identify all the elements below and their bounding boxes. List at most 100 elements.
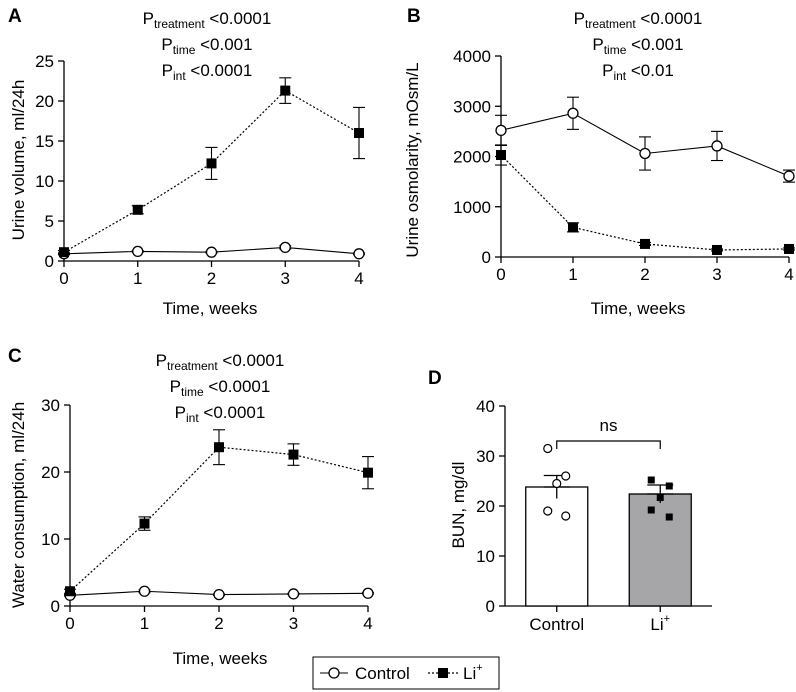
data-point-lithium-a <box>59 247 69 258</box>
stats-block-c: Ptreatment <0.0001 Ptime <0.0001 Pint <0… <box>156 351 285 425</box>
data-point-lithium-a <box>354 128 364 138</box>
panel-a: A Ptreatment <0.0001 Ptime <0.001 Pint <… <box>8 6 365 318</box>
y-tick-label-d: 20 <box>476 497 495 516</box>
data-point-lithium-a <box>132 204 143 215</box>
legend-lithium-marker <box>438 668 448 678</box>
x-tick-label-lithium: Li+ <box>650 613 670 634</box>
x-tick-label-c: 1 <box>140 614 149 633</box>
stat-treatment-b: Ptreatment <0.0001 <box>574 9 703 31</box>
stat-treatment-c: Ptreatment <0.0001 <box>156 351 285 373</box>
data-point-lithium-d <box>665 482 673 490</box>
data-point-lithium-c <box>139 518 150 529</box>
y-axis-label-d: BUN, mg/dl <box>449 462 468 549</box>
data-point-control-b <box>495 124 507 137</box>
bar-control <box>525 486 589 607</box>
data-point-control-b <box>639 147 651 160</box>
data-point-lithium-c <box>214 442 224 453</box>
data-point-control-d <box>561 471 571 481</box>
data-point-control-c <box>138 585 151 597</box>
y-tick-label-b: 3000 <box>453 97 491 116</box>
y-tick-label-b: 0 <box>482 248 491 267</box>
panel-label-c: C <box>8 346 22 367</box>
data-point-control-d <box>543 506 553 516</box>
data-point-lithium-c <box>288 449 299 460</box>
x-tick-label-a: 1 <box>133 269 142 288</box>
data-point-control-a <box>205 246 218 258</box>
x-tick-label-b: 0 <box>496 265 505 284</box>
y-tick-label-a: 15 <box>35 132 54 151</box>
significance-label: ns <box>600 416 618 435</box>
y-tick-label-a: 0 <box>45 252 54 271</box>
legend-control-label: Control <box>355 664 410 683</box>
x-tick-label-b: 2 <box>640 265 649 284</box>
x-tick-label-c: 0 <box>65 614 74 633</box>
legend-entry-control: Control <box>320 664 410 683</box>
data-point-control-b <box>567 107 579 119</box>
plot-area-a: 0 5 10 15 20 25 0 1 2 3 4 <box>35 52 365 288</box>
data-point-control-d <box>543 443 553 454</box>
data-point-control-d <box>552 478 562 489</box>
x-tick-label-b: 3 <box>712 265 721 284</box>
y-tick-label-a: 25 <box>35 52 54 71</box>
x-axis-label-a: Time, weeks <box>163 299 258 318</box>
stat-time-a: Ptime <0.001 <box>161 35 252 57</box>
stat-time-b: Ptime <0.001 <box>592 35 683 57</box>
panel-b: B Ptreatment <0.0001 Ptime <0.001 Pint <… <box>403 6 795 318</box>
panel-c: C Ptreatment <0.0001 Ptime <0.0001 Pint … <box>8 346 374 668</box>
x-axis-label-b: Time, weeks <box>591 299 686 318</box>
y-tick-label-d: 0 <box>486 597 495 616</box>
data-point-lithium-d <box>656 494 664 501</box>
data-point-lithium-d <box>647 506 655 514</box>
data-point-lithium-d <box>647 476 655 484</box>
x-tick-label-b: 1 <box>568 265 577 284</box>
stats-block-a: Ptreatment <0.0001 Ptime <0.001 Pint <0.… <box>143 9 272 83</box>
data-point-lithium-c <box>363 467 373 478</box>
data-point-lithium-b <box>640 238 650 249</box>
x-axis-label-c: Time, weeks <box>173 649 268 668</box>
data-point-control-b <box>783 170 795 182</box>
panel-label-b: B <box>407 6 421 27</box>
y-tick-label-c: 0 <box>51 597 60 616</box>
panel-d: D BUN, mg/dl 0 10 20 30 40 Control Li+ ns <box>428 368 712 634</box>
series-line-lithium-c <box>69 446 369 592</box>
x-tick-label-c: 2 <box>214 614 223 633</box>
x-tick-label-c: 3 <box>289 614 298 633</box>
data-point-lithium-b <box>784 243 794 254</box>
stat-int-c: Pint <0.0001 <box>175 403 266 425</box>
y-tick-label-c: 30 <box>41 396 60 415</box>
x-tick-label-a: 0 <box>59 269 68 288</box>
legend-lithium-label: Li+ <box>463 662 483 683</box>
stat-int-b: Pint <0.01 <box>602 61 674 83</box>
x-tick-label-c: 4 <box>363 614 372 633</box>
data-point-lithium-b <box>712 244 722 255</box>
y-tick-label-c: 10 <box>41 530 60 549</box>
bar-lithium <box>628 493 692 607</box>
y-axis-label-b: Urine osmolarity, mOsm/L <box>403 62 422 257</box>
x-tick-label-a: 3 <box>281 269 290 288</box>
data-point-control-a <box>279 241 291 254</box>
data-point-lithium-a <box>206 158 217 169</box>
data-point-lithium-b <box>568 222 578 233</box>
y-tick-label-d: 10 <box>476 547 495 566</box>
plot-area-d: 0 10 20 30 40 Control Li+ ns <box>476 397 712 634</box>
stat-treatment-a: Ptreatment <0.0001 <box>143 9 272 31</box>
stats-block-b: Ptreatment <0.0001 Ptime <0.001 Pint <0.… <box>574 9 703 83</box>
data-point-control-c <box>362 587 374 599</box>
y-axis-label-a: Urine volume, ml/24h <box>9 80 28 241</box>
data-point-control-b <box>711 140 723 152</box>
data-point-control-a <box>132 245 144 258</box>
plot-area-b: 0 1000 2000 3000 4000 0 1 2 3 4 <box>453 47 795 284</box>
y-axis-label-c: Water consumption, ml/24h <box>9 402 28 608</box>
data-point-lithium-c <box>65 586 75 597</box>
stat-int-a: Pint <0.0001 <box>162 61 253 83</box>
data-point-lithium-b <box>496 149 506 160</box>
x-tick-label-control: Control <box>529 615 584 634</box>
legend-control-marker <box>328 667 340 679</box>
data-point-control-d <box>561 511 571 521</box>
y-tick-label-b: 1000 <box>453 198 491 217</box>
panel-label-a: A <box>8 6 22 27</box>
y-tick-label-c: 20 <box>41 463 60 482</box>
x-tick-label-b: 4 <box>784 265 793 284</box>
legend-entry-lithium: Li+ <box>428 662 483 683</box>
